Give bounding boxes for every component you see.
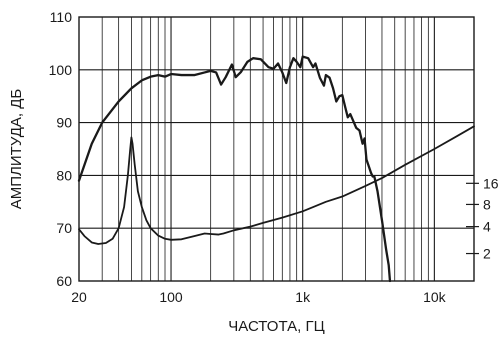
x-tick-label: 1k: [295, 289, 311, 305]
y-tick-label: 110: [50, 9, 73, 25]
plot-frame: [78, 16, 475, 282]
plot-grid: [79, 17, 474, 281]
right-axis-ticks: 16 8 4 2: [466, 175, 498, 262]
y-tick-label: 70: [56, 220, 72, 236]
series-line-1: [77, 55, 392, 283]
y-tick-labels: 60 70 80 90 100 110: [49, 9, 73, 289]
right-axis-tick-label: 2: [483, 246, 491, 262]
y-tick-label: 100: [49, 62, 73, 78]
x-tick-label: 10k: [423, 289, 447, 305]
x-tick-label: 100: [159, 289, 183, 305]
plot-curves: [77, 55, 475, 283]
right-axis-tick-label: 16: [483, 175, 498, 191]
right-axis-tick-label: 8: [483, 196, 491, 212]
series-line-2: [78, 125, 475, 245]
x-axis-label: ЧАСТОТА, ГЦ: [228, 318, 324, 335]
y-tick-label: 80: [56, 167, 72, 183]
x-tick-labels: 20 100 1k 10k: [71, 289, 446, 305]
y-axis-label: АМПЛИТУДА, ДБ: [8, 89, 25, 210]
right-axis-tick-label: 4: [483, 219, 491, 235]
y-tick-label: 90: [56, 115, 72, 131]
x-tick-label: 20: [71, 289, 87, 305]
y-tick-label: 60: [56, 273, 72, 289]
